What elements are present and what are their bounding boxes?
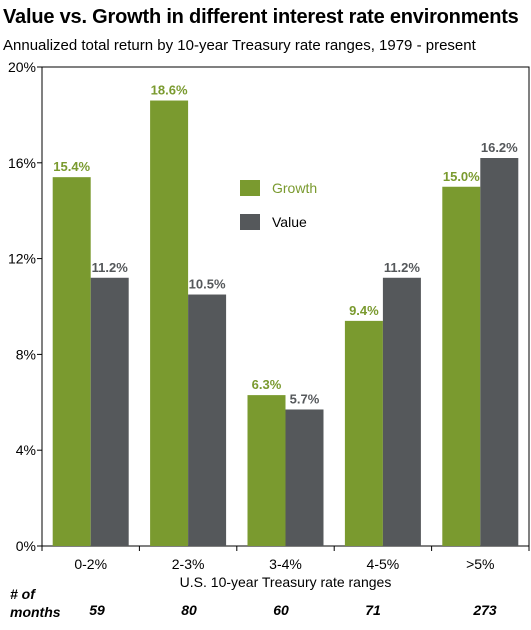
x-axis-label: U.S. 10-year Treasury rate ranges <box>180 574 392 590</box>
months-value-1: 80 <box>181 602 197 618</box>
bar-growth-2 <box>247 395 286 546</box>
data-label-growth-1: 18.6% <box>151 83 188 98</box>
bar-value-4 <box>480 158 519 546</box>
data-label-value-0: 11.2% <box>92 260 129 275</box>
bar-value-3 <box>382 277 421 546</box>
bar-value-1 <box>188 294 227 546</box>
bar-growth-4 <box>442 186 481 546</box>
legend-swatch-value <box>240 214 260 230</box>
chart-title: Value vs. Growth in different interest r… <box>3 6 519 28</box>
y-tick-label-1: 4% <box>16 442 36 458</box>
y-tick-label-0: 0% <box>16 538 36 554</box>
legend-label-value: Value <box>272 214 307 230</box>
months-value-2: 60 <box>273 602 289 618</box>
bar-value-2 <box>285 409 324 546</box>
chart-subtitle: Annualized total return by 10-year Treas… <box>3 37 476 54</box>
data-label-value-3: 11.2% <box>384 260 421 275</box>
months-value-0: 59 <box>89 602 105 618</box>
data-label-value-4: 16.2% <box>481 140 518 155</box>
x-tick-label-0: 0-2% <box>74 556 107 572</box>
data-label-growth-0: 15.4% <box>53 159 90 174</box>
data-label-growth-3: 9.4% <box>349 303 379 318</box>
months-header-line1: # of <box>10 586 35 602</box>
data-label-value-1: 10.5% <box>189 277 226 292</box>
data-label-growth-4: 15.0% <box>443 169 480 184</box>
x-tick-label-2: 3-4% <box>269 556 302 572</box>
data-label-value-2: 5.7% <box>290 391 320 406</box>
x-tick-label-3: 4-5% <box>367 556 400 572</box>
y-tick-label-3: 12% <box>8 251 36 267</box>
y-tick-label-2: 8% <box>16 346 36 362</box>
months-value-3: 71 <box>365 602 381 618</box>
y-tick-label-5: 20% <box>8 59 36 75</box>
x-tick-label-1: 2-3% <box>172 556 205 572</box>
x-tick-label-4: >5% <box>466 556 494 572</box>
months-header: # of months <box>10 585 61 621</box>
legend-label-growth: Growth <box>272 180 317 196</box>
data-label-growth-2: 6.3% <box>252 377 282 392</box>
months-header-line2: months <box>10 604 61 620</box>
bar-value-0 <box>90 277 129 546</box>
bar-growth-0 <box>52 177 91 547</box>
legend-swatch-growth <box>240 180 260 196</box>
months-value-4: 273 <box>473 602 497 618</box>
bar-growth-3 <box>344 320 383 546</box>
bar-growth-1 <box>150 100 189 546</box>
y-tick-label-4: 16% <box>8 155 36 171</box>
